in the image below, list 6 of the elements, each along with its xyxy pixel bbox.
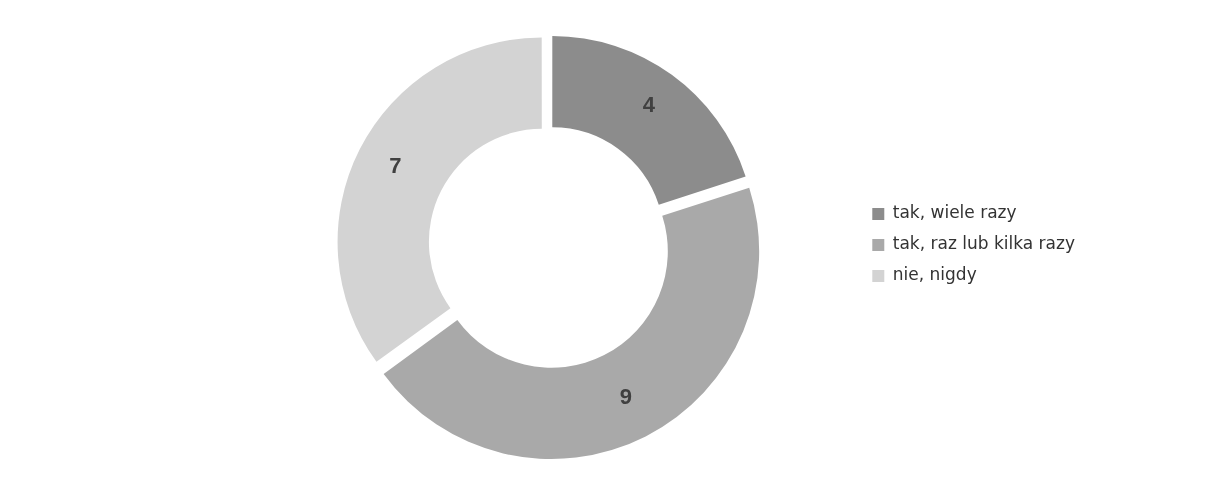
legend-label: nie, nigdy	[892, 264, 977, 285]
legend-label: tak, raz lub kilka razy	[892, 233, 1076, 254]
data-label: 7	[389, 153, 402, 179]
data-label: 9	[619, 383, 633, 409]
legend-label: tak, wiele razy	[892, 202, 1017, 223]
data-label: 4	[642, 92, 656, 118]
